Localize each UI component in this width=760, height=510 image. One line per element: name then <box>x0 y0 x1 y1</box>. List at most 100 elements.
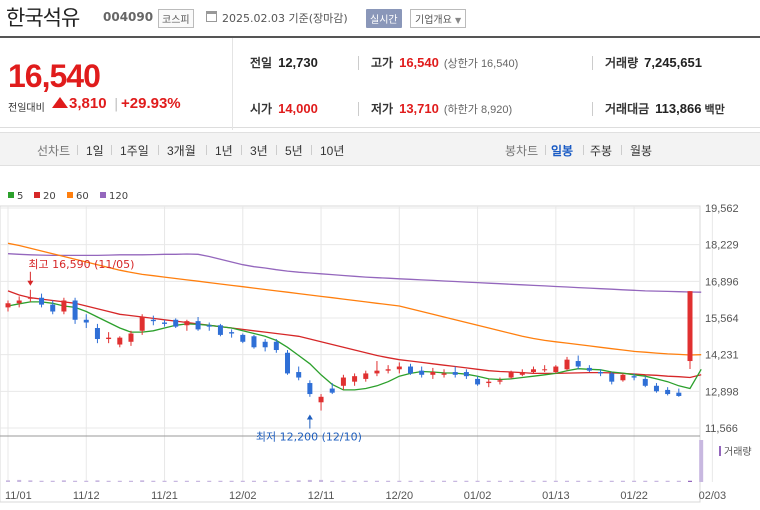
volume-bar <box>263 480 268 482</box>
chevron-down-icon: ▼ <box>455 16 462 25</box>
volume-bar <box>251 480 256 482</box>
chart-legend: 5 20 60 120 <box>8 191 128 202</box>
up-arrow-icon <box>52 97 68 108</box>
volume-bar <box>430 480 435 482</box>
divider <box>358 56 359 70</box>
candle-body <box>441 373 447 375</box>
volume-bar <box>84 480 89 482</box>
candle-body <box>139 317 145 331</box>
y-tick-label: 11,566 <box>705 423 738 435</box>
volume-bar <box>497 480 502 482</box>
ma120-line <box>7 253 702 293</box>
candlestick-chart: 5 20 60 120 최고 16,590 (11/05) 최저 12,200 (12/… <box>0 191 752 503</box>
x-tick-label: 02/03 <box>699 490 727 502</box>
candle-body <box>217 325 223 335</box>
candle-body <box>83 319 89 323</box>
volume-bar <box>50 480 55 482</box>
amount-label: 거래대금 <box>605 102 650 116</box>
divider <box>232 38 233 130</box>
volume-bar <box>453 480 458 482</box>
volume-bar <box>542 480 547 482</box>
volume-bar <box>128 480 133 482</box>
chart-toolbar: 선차트 1일 1주일 3개월 1년 3년 5년 10년 봉차트 일봉 주봉 월봉 <box>0 132 760 166</box>
period-1d[interactable]: 1일 <box>86 144 104 158</box>
divider <box>621 145 622 155</box>
stock-header: 한국석유 004090 코스피 2025.02.03 기준(장마감) 실시간 기… <box>0 0 760 36</box>
volume-bar <box>553 480 558 482</box>
low-label: 저가 <box>371 102 394 116</box>
volume-bar <box>162 480 167 482</box>
change-label: 전일대비 <box>8 103 45 114</box>
high-price: 고가 16,540 (상한가 16,540) <box>371 54 518 71</box>
volume-bar <box>632 480 637 482</box>
candle-body <box>50 304 56 312</box>
volume-bar <box>699 440 704 482</box>
candle-weekly[interactable]: 주봉 <box>590 144 613 158</box>
ma60-line <box>7 242 702 356</box>
volume-bar <box>386 480 391 482</box>
calendar-icon <box>206 11 217 22</box>
candle-body <box>642 378 648 386</box>
x-tick-label: 11/01 <box>5 490 32 502</box>
volume-bar <box>229 480 234 482</box>
candle-body <box>285 352 291 374</box>
legend-swatch-120 <box>100 192 106 198</box>
high-label: 고가 <box>371 56 394 70</box>
y-tick-label: 15,564 <box>705 313 739 325</box>
quote-date: 2025.02.03 기준(장마감) <box>222 12 348 25</box>
moving-averages <box>7 242 702 391</box>
candle-body <box>16 300 22 304</box>
candle-body <box>396 366 402 370</box>
divider <box>592 56 593 70</box>
candle-daily[interactable]: 일봉 <box>551 144 574 158</box>
candle-body <box>687 291 693 362</box>
volume-bar <box>61 480 66 482</box>
candle-body <box>61 300 67 312</box>
divider <box>276 145 277 155</box>
volume-bar <box>6 480 10 482</box>
candle-body <box>273 341 279 351</box>
realtime-button[interactable]: 실시간 <box>366 9 402 28</box>
candle-body <box>564 359 570 370</box>
candle-body <box>676 392 682 396</box>
open-value: 14,000 <box>278 101 318 116</box>
quote-panel: 16,540 전일대비 3,810 | +29.93% 전일 12,730 고가 1… <box>0 36 760 130</box>
volume-bar <box>307 479 312 482</box>
volume-bar <box>28 480 33 482</box>
volume-bar <box>576 480 581 482</box>
period-3m[interactable]: 3개월 <box>167 144 196 158</box>
prev-close-value: 12,730 <box>278 55 318 70</box>
period-3y[interactable]: 3년 <box>250 144 268 158</box>
x-tick-label: 12/02 <box>229 490 257 502</box>
volume-bar <box>587 480 592 482</box>
period-10y[interactable]: 10년 <box>320 144 345 158</box>
low-arrow-head <box>306 414 313 420</box>
corp-info-dropdown[interactable]: 기업개요 ▼ <box>410 9 467 28</box>
x-tick-label: 01/13 <box>542 490 570 502</box>
candle-body <box>117 337 123 345</box>
corp-info-label: 기업개요 <box>415 15 452 26</box>
candle-body <box>150 319 156 322</box>
amount-value: 113,866 <box>655 101 702 116</box>
legend-label-20: 20 <box>43 191 56 202</box>
y-tick-label: 16,896 <box>705 276 739 288</box>
x-tick-label: 01/02 <box>464 490 492 502</box>
period-5y[interactable]: 5년 <box>285 144 303 158</box>
y-tick-label: 14,231 <box>705 350 739 362</box>
candle-body <box>486 381 492 384</box>
candle-monthly[interactable]: 월봉 <box>630 144 653 158</box>
period-1y[interactable]: 1년 <box>215 144 233 158</box>
candle-body <box>598 372 604 374</box>
volume-legend-swatch <box>719 446 721 456</box>
y-axis: 19,562 18,229 16,896 15,564 14,231 12,898 11,5… <box>705 203 739 435</box>
volume-bar <box>274 480 279 482</box>
volume-bar <box>218 480 223 482</box>
line-chart-label: 선차트 <box>37 144 71 158</box>
volume-label: 거래량 <box>724 446 752 458</box>
x-axis: 11/01 11/12 11/21 12/02 12/11 12/20 01/02 01/13… <box>5 490 726 502</box>
candle-body <box>72 300 78 320</box>
candle-body <box>262 341 268 348</box>
candle-body <box>497 380 503 382</box>
volume-panel: 거래량 <box>6 440 752 482</box>
period-1w[interactable]: 1주일 <box>120 144 149 158</box>
